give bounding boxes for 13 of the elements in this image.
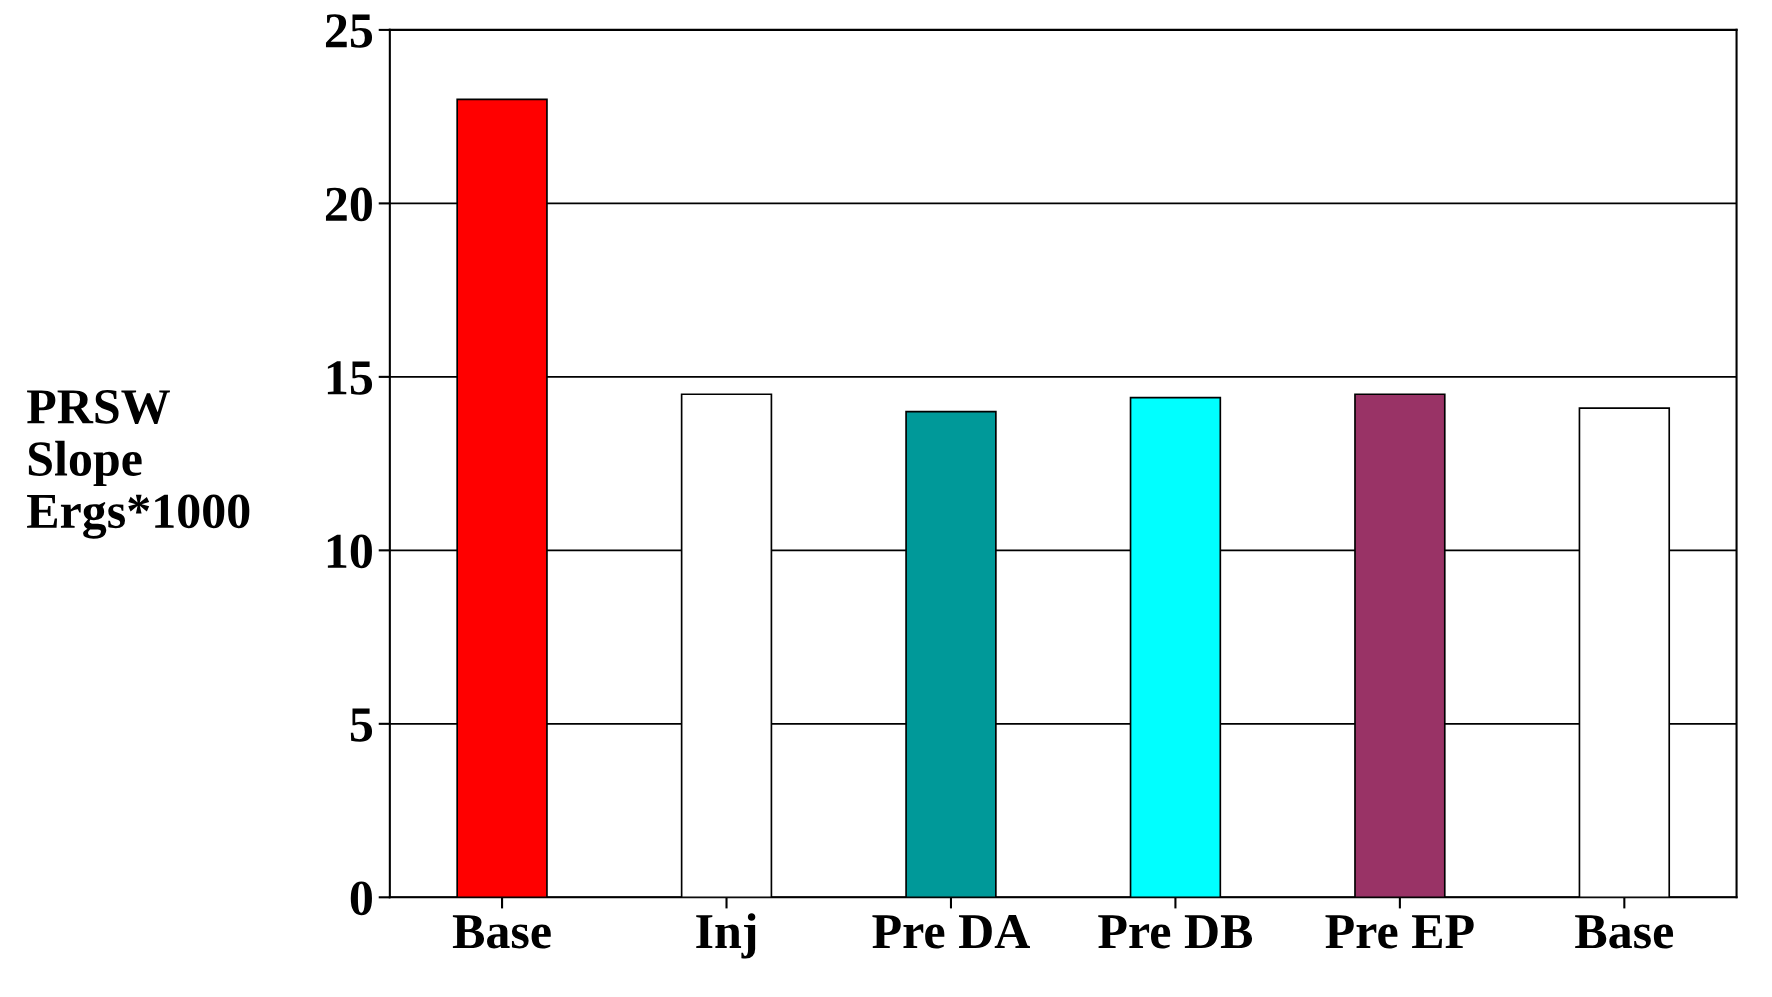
x-tick-label: Pre DB [1098,915,1253,949]
y-tick-label: 25 [325,14,373,48]
x-tick-label: Pre EP [1325,915,1474,949]
y-tick-label: 5 [350,708,373,742]
y-tick-label: 20 [325,187,372,222]
y-tick-label: 10 [327,534,372,569]
x-tick-label: Pre DA [872,914,1030,949]
y-axis-title: PRSW Slope Ergs*1000 [27,390,250,539]
y-tick-label: 15 [327,361,373,395]
y-tick-label: 0 [350,881,372,916]
x-tick-label: Base [1575,915,1674,949]
x-tick-label: Base [452,915,551,949]
x-tick-label: Inj [696,913,756,959]
